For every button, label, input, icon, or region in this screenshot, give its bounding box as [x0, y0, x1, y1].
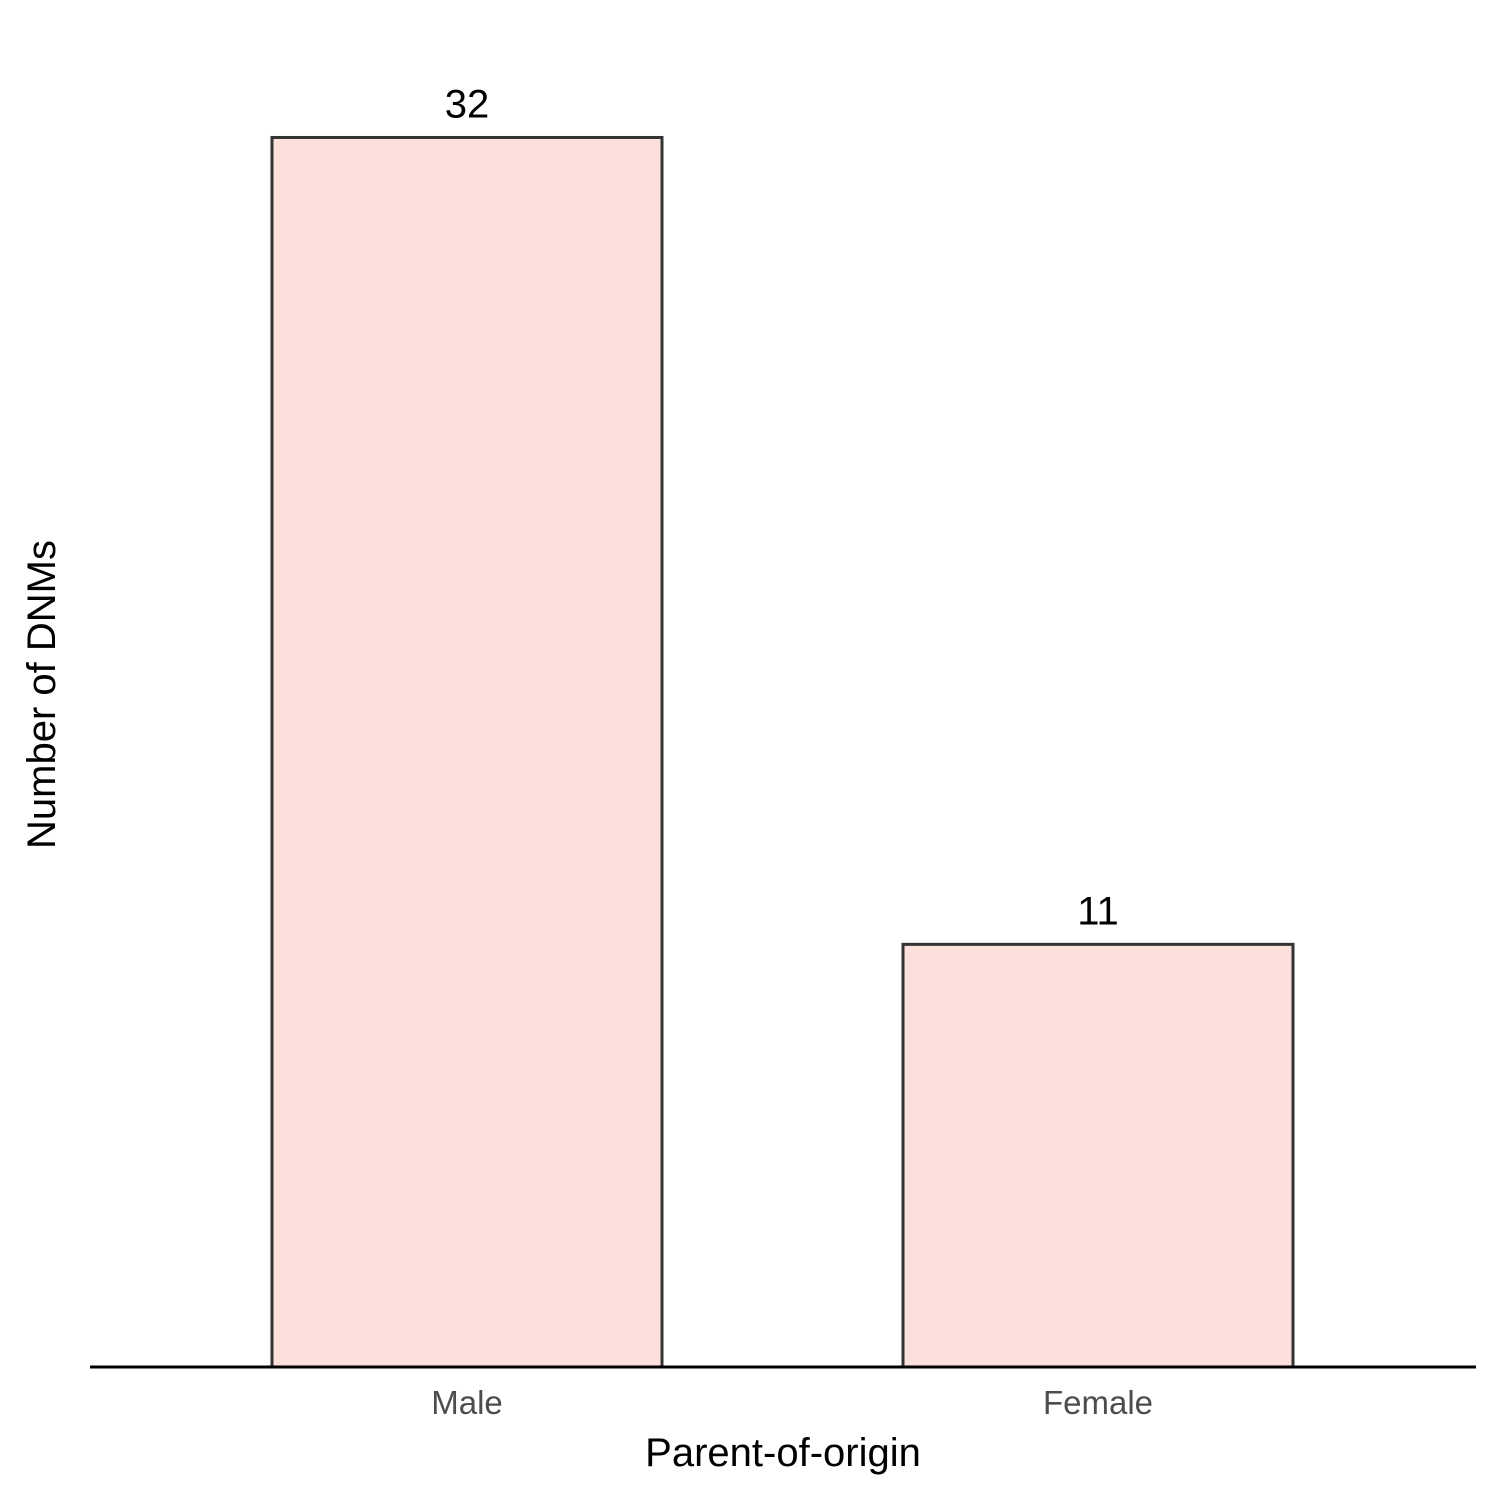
y-axis-title: Number of DNMs	[20, 540, 64, 849]
x-tick-label-male: Male	[431, 1384, 503, 1421]
data-label-female: 11	[1077, 889, 1119, 933]
x-tick-labels: Male Female	[431, 1384, 1153, 1421]
bar-female	[901, 942, 1295, 1369]
bar-male	[270, 135, 664, 1369]
bars-layer	[270, 135, 1295, 1369]
x-tick-label-female: Female	[1043, 1384, 1153, 1421]
data-label-male: 32	[445, 82, 490, 126]
data-labels-layer: 32 11	[445, 82, 1119, 933]
x-axis-title: Parent-of-origin	[645, 1431, 921, 1475]
